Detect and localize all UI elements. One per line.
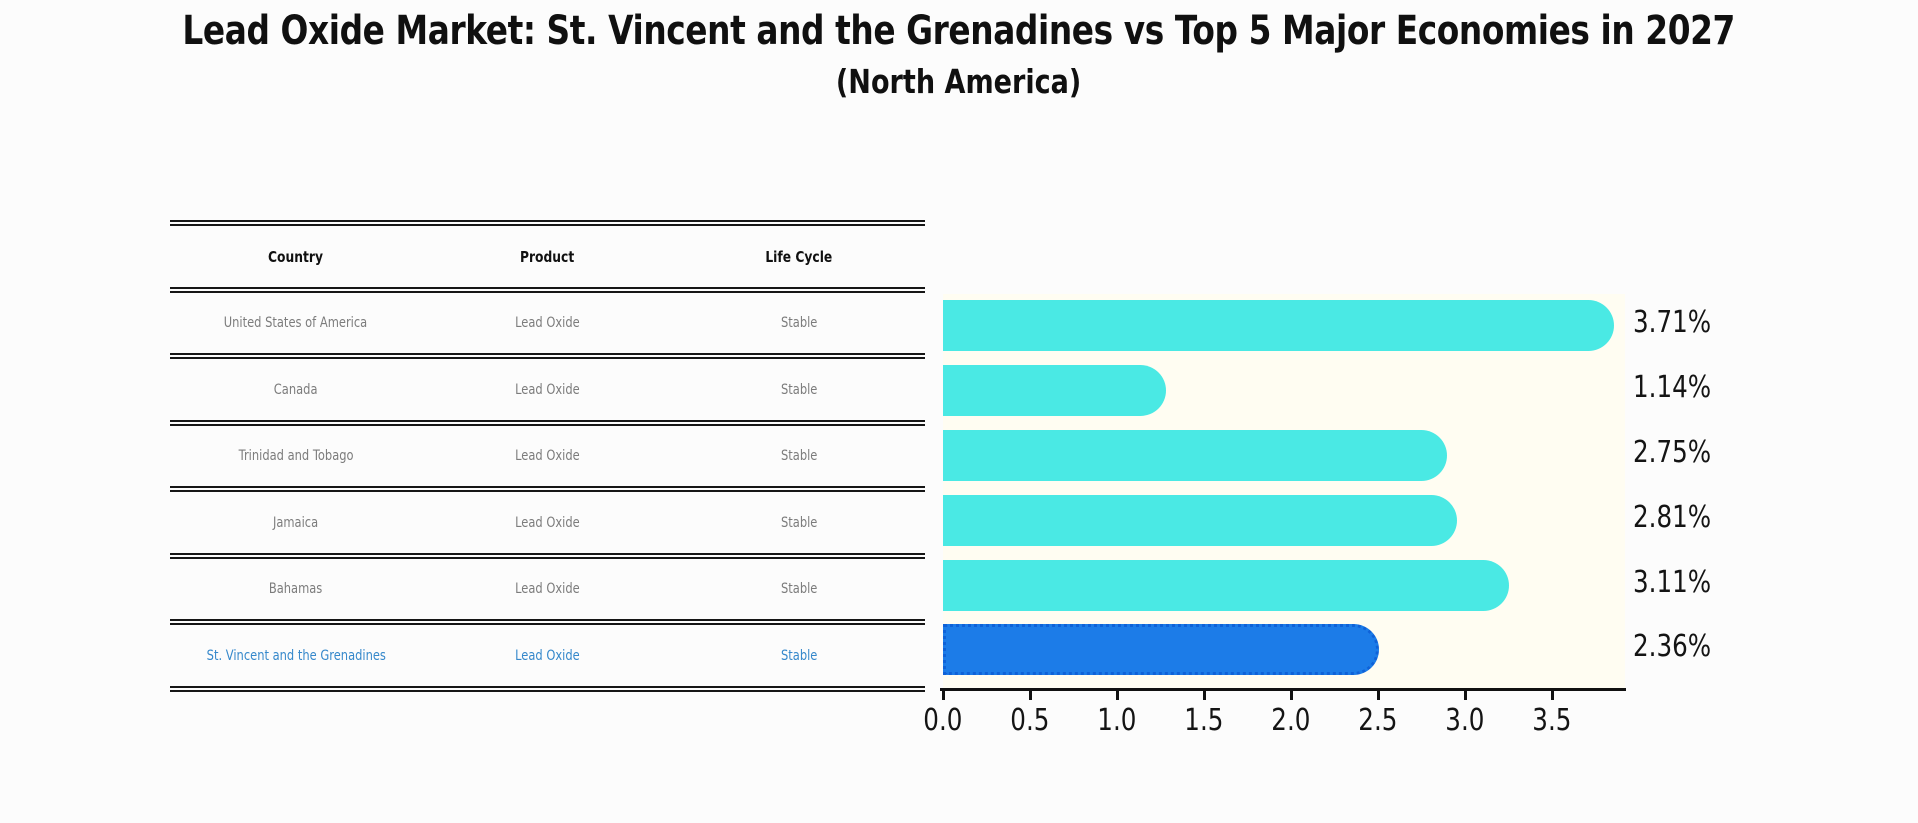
cell-life-cycle: Stable	[780, 381, 818, 398]
table-row-trinidad-and-tobago: Trinidad and Tobago Lead Oxide Stable	[170, 423, 925, 489]
table-rule	[170, 553, 925, 559]
table-row-canada: Canada Lead Oxide Stable	[170, 356, 925, 423]
table-header-product: Product	[520, 247, 575, 266]
cell-life-cycle: Stable	[780, 448, 818, 464]
bar-canada	[943, 365, 1167, 416]
page-title: Lead Oxide Market: St. Vincent and the G…	[0, 8, 1918, 54]
cell-life-cycle: Stable	[780, 581, 818, 597]
cell-product: Lead Oxide	[515, 581, 580, 597]
x-axis-tick	[1290, 691, 1293, 700]
bar-bahamas	[943, 560, 1510, 611]
x-axis-tick	[1377, 691, 1380, 700]
bar-united-states	[943, 300, 1614, 351]
value-label-bahamas: 3.11%	[1633, 565, 1712, 600]
table-row-jamaica: Jamaica Lead Oxide Stable	[170, 489, 925, 556]
table-rule	[170, 353, 925, 359]
page-title-text: Lead Oxide Market: St. Vincent and the G…	[182, 8, 1736, 54]
table-header-row: Country Product Life Cycle	[170, 223, 925, 290]
cell-country: United States of America	[224, 315, 368, 331]
cell-product: Lead Oxide	[515, 514, 580, 531]
cell-life-cycle: Stable	[780, 647, 818, 664]
plot-area-background	[943, 294, 1625, 688]
cell-country: Trinidad and Tobago	[238, 448, 354, 464]
bar-trinidad-and-tobago	[943, 430, 1447, 481]
bar-st-vincent-highlighted	[943, 624, 1379, 675]
x-axis-tick	[1116, 691, 1119, 700]
x-tick-label: 3.5	[1532, 703, 1572, 738]
table-rule	[170, 619, 925, 625]
x-axis-tick	[1203, 691, 1206, 700]
cell-product: Lead Oxide	[515, 315, 580, 331]
x-tick-label: 2.0	[1271, 703, 1311, 738]
value-label-united-states: 3.71%	[1633, 305, 1712, 340]
table-rule	[170, 486, 925, 492]
cell-country: Jamaica	[273, 514, 319, 531]
x-tick-label: 1.0	[1097, 703, 1137, 738]
table-rule	[170, 420, 925, 426]
cell-country: St. Vincent and the Grenadines	[206, 647, 386, 664]
page-subtitle-text: (North America)	[836, 62, 1082, 101]
value-label-trinidad-and-tobago: 2.75%	[1633, 435, 1712, 470]
x-axis-line	[940, 688, 1626, 691]
cell-life-cycle: Stable	[780, 315, 818, 331]
cell-country: Canada	[273, 381, 318, 398]
table-rule	[170, 287, 925, 293]
table-header-life-cycle: Life Cycle	[765, 247, 833, 266]
x-axis-tick	[1464, 691, 1467, 700]
table-row-st-vincent-highlighted: St. Vincent and the Grenadines Lead Oxid…	[170, 622, 925, 689]
x-axis-tick	[942, 691, 945, 700]
cell-product: Lead Oxide	[515, 647, 580, 664]
cell-product: Lead Oxide	[515, 448, 580, 464]
x-tick-label: 0.5	[1010, 703, 1050, 738]
x-tick-label: 1.5	[1184, 703, 1224, 738]
country-table: Country Product Life Cycle United States…	[170, 220, 925, 692]
table-row-bahamas: Bahamas Lead Oxide Stable	[170, 556, 925, 622]
cell-life-cycle: Stable	[780, 514, 818, 531]
value-label-jamaica: 2.81%	[1633, 500, 1712, 535]
value-label-st-vincent: 2.36%	[1633, 629, 1712, 664]
table-rule	[170, 686, 925, 692]
x-axis-tick	[1551, 691, 1554, 700]
value-label-canada: 1.14%	[1633, 370, 1712, 405]
table-header-country: Country	[268, 247, 324, 266]
x-tick-label: 3.0	[1445, 703, 1485, 738]
table-row-united-states: United States of America Lead Oxide Stab…	[170, 290, 925, 356]
page-subtitle: (North America)	[0, 62, 1918, 101]
cell-product: Lead Oxide	[515, 381, 580, 398]
cell-country: Bahamas	[269, 581, 323, 597]
table-rule	[170, 220, 925, 226]
bar-jamaica	[943, 495, 1457, 546]
x-tick-label: 2.5	[1358, 703, 1398, 738]
x-axis-tick	[1029, 691, 1032, 700]
x-tick-label: 0.0	[923, 703, 963, 738]
